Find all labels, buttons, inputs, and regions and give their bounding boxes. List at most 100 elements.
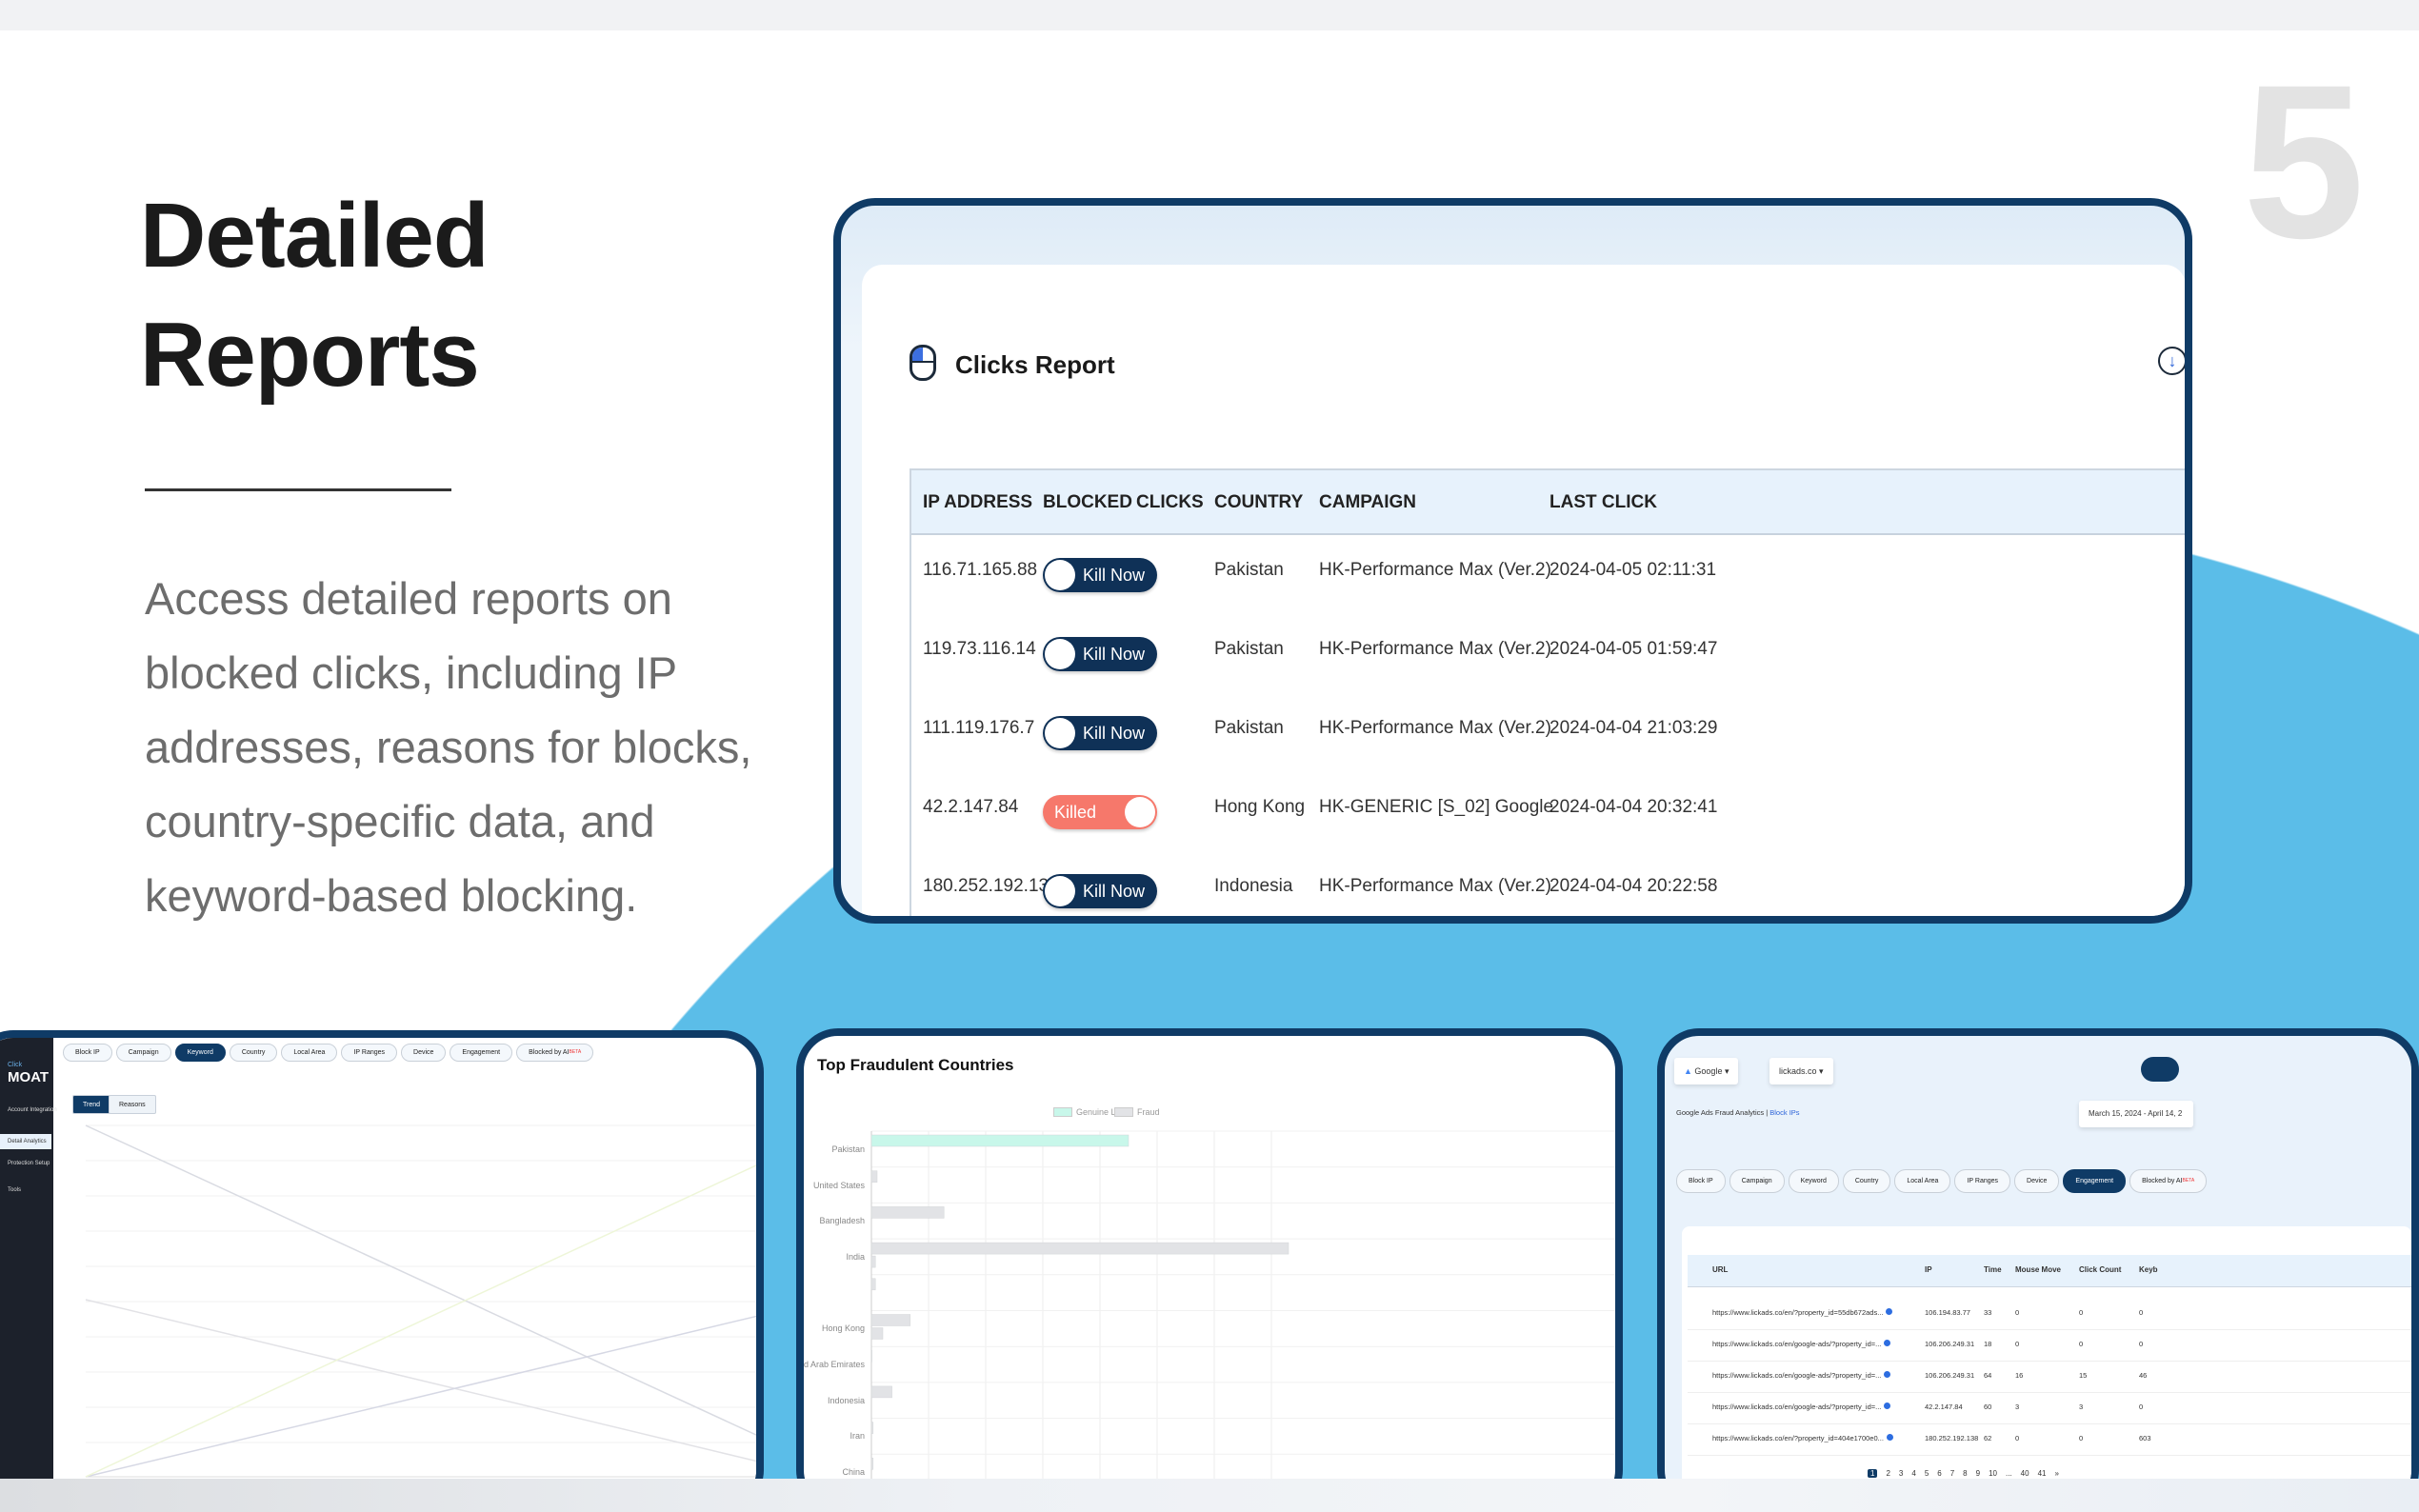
column-header[interactable]: URL xyxy=(1712,1265,1729,1274)
tab[interactable]: Country xyxy=(1842,1169,1891,1193)
bar-fraud xyxy=(870,1314,911,1326)
cell-campaign: HK-Performance Max (Ver.2) xyxy=(1319,876,1551,896)
page-link[interactable]: 5 xyxy=(1924,1469,1929,1478)
platform-dropdown[interactable]: ▲ Google ▾ xyxy=(1674,1058,1739,1084)
category-label: United States xyxy=(812,1180,865,1190)
sidebar-item[interactable]: Account Integration xyxy=(8,1107,57,1113)
column-header[interactable]: Time xyxy=(1984,1265,2002,1274)
tab[interactable]: IP Ranges xyxy=(1954,1169,2011,1193)
tab[interactable]: Country xyxy=(229,1044,278,1062)
page-link[interactable]: 7 xyxy=(1949,1469,1955,1478)
page-link[interactable]: 8 xyxy=(1963,1469,1968,1478)
sidebar-item[interactable]: Protection Setup xyxy=(8,1161,50,1166)
page-link[interactable]: 10 xyxy=(1989,1469,1997,1478)
pagination: 1 2 3 4 5 6 7 8 9 10... 40 41 » xyxy=(1868,1469,2059,1478)
column-header[interactable]: Mouse Move xyxy=(2015,1265,2062,1274)
tab[interactable]: Device xyxy=(401,1044,447,1062)
tab[interactable]: Keyword xyxy=(1788,1169,1839,1193)
tab[interactable]: Block IP xyxy=(63,1044,112,1062)
bar-secondary xyxy=(870,1255,876,1268)
page-link[interactable]: 2 xyxy=(1886,1469,1890,1478)
killed-toggle[interactable]: Killed xyxy=(1043,795,1157,829)
cell-time: 18 xyxy=(1984,1340,1991,1348)
table-row: 116.71.165.881PakistanHK-Performance Max… xyxy=(911,537,2185,616)
info-icon[interactable] xyxy=(1886,1308,1893,1315)
kill-now-toggle[interactable]: Kill Now xyxy=(1043,637,1157,671)
page-link[interactable]: 41 xyxy=(2037,1469,2047,1478)
kill-now-toggle[interactable]: Kill Now xyxy=(1043,558,1157,592)
cell-campaign: HK-GENERIC [S_02] Google xyxy=(1319,797,1554,817)
tab[interactable]: IP Ranges xyxy=(341,1044,398,1062)
column-header[interactable]: IP xyxy=(1925,1265,1932,1274)
sidebar-item[interactable]: Tools xyxy=(8,1187,22,1193)
tab[interactable]: Block IP xyxy=(1676,1169,1726,1193)
tab[interactable]: Engagement xyxy=(2063,1169,2127,1193)
tab[interactable]: Campaign xyxy=(115,1044,171,1062)
kill-now-toggle[interactable]: Kill Now xyxy=(1043,874,1157,908)
tab[interactable]: Blocked by AIBETA xyxy=(516,1044,594,1062)
column-header[interactable]: Keyb xyxy=(2139,1265,2158,1274)
cell-text: https://www.lickads.co/en/?property_id=5… xyxy=(1712,1308,1884,1317)
kill-now-toggle[interactable]: Kill Now xyxy=(1043,716,1157,750)
tab[interactable]: Blocked by AIBETA xyxy=(2129,1169,2208,1193)
page-link[interactable]: 40 xyxy=(2020,1469,2029,1478)
domain-dropdown[interactable]: lickads.co ▾ xyxy=(1769,1058,1833,1084)
account-button[interactable] xyxy=(2141,1057,2179,1082)
cell-keys: 603 xyxy=(2139,1434,2151,1442)
cell-keys: 0 xyxy=(2139,1308,2143,1317)
mouse-icon xyxy=(910,345,936,381)
logo: Click MOAT xyxy=(8,1062,50,1085)
info-icon[interactable] xyxy=(1884,1340,1891,1346)
column-header[interactable]: Click Count xyxy=(2079,1265,2122,1274)
view-reasons-button[interactable]: Reasons xyxy=(109,1095,156,1114)
info-icon[interactable] xyxy=(1884,1403,1891,1409)
category-label: Indonesia xyxy=(827,1395,865,1405)
cell-mouse: 16 xyxy=(2015,1371,2023,1380)
tab[interactable]: Engagement xyxy=(450,1044,513,1062)
trend-line xyxy=(85,1315,756,1478)
page-link[interactable]: ... xyxy=(2005,1469,2012,1478)
page-link[interactable]: 3 xyxy=(1898,1469,1904,1478)
cell-text: 16 xyxy=(2015,1371,2024,1380)
column-header[interactable]: IP ADDRESS xyxy=(923,492,1033,512)
column-header[interactable]: COUNTRY xyxy=(1214,492,1304,512)
column-header[interactable]: BLOCKED xyxy=(1043,492,1132,512)
category-label: Hong Kong xyxy=(821,1323,865,1334)
cell-ip: 42.2.147.84 xyxy=(1925,1403,1963,1411)
toggle-label: Killed xyxy=(1054,803,1097,822)
cell-text: 46 xyxy=(2139,1371,2148,1380)
column-header[interactable]: CAMPAIGN xyxy=(1319,492,1417,512)
page-link[interactable]: » xyxy=(2054,1469,2059,1478)
page-link[interactable]: 4 xyxy=(1911,1469,1916,1478)
block-ips-link[interactable]: Block IPs xyxy=(1769,1108,1800,1117)
category-label: India xyxy=(846,1251,865,1262)
cell-last-click: 2024-04-05 02:11:31 xyxy=(1549,560,1717,580)
legend-label: Genuine Lead xyxy=(1076,1107,1130,1117)
category-label: Bangladesh xyxy=(819,1216,865,1226)
trend-line xyxy=(85,1164,756,1478)
info-icon[interactable] xyxy=(1886,1434,1893,1441)
page-link[interactable]: 1 xyxy=(1868,1469,1878,1478)
cell-ip: 111.119.176.7 xyxy=(923,718,1035,738)
page-link[interactable]: 9 xyxy=(1975,1469,1981,1478)
tab[interactable]: Local Area xyxy=(281,1044,338,1062)
table-row: 180.252.192.1381IndonesiaHK-Performance … xyxy=(911,853,2185,916)
tab[interactable]: Local Area xyxy=(1894,1169,1951,1193)
page-link[interactable]: 6 xyxy=(1937,1469,1942,1478)
info-icon[interactable] xyxy=(1884,1371,1891,1378)
date-range-picker[interactable]: March 15, 2024 - April 14, 2 xyxy=(2079,1101,2193,1127)
cell-campaign: HK-Performance Max (Ver.2) xyxy=(1319,560,1551,580)
report-title: Clicks Report xyxy=(955,350,1115,379)
column-header[interactable]: LAST CLICK xyxy=(1549,492,1657,512)
download-icon[interactable]: ↓ xyxy=(2158,347,2185,375)
tab-label: IP Ranges xyxy=(353,1049,386,1056)
cell-ip: 42.2.147.84 xyxy=(923,797,1019,817)
tab[interactable]: Device xyxy=(2014,1169,2060,1193)
column-header[interactable]: CLICKS xyxy=(1136,492,1204,512)
tab-label: Engagement xyxy=(2075,1178,2114,1184)
toggle-label: Kill Now xyxy=(1083,724,1146,743)
tab[interactable]: Keyword xyxy=(174,1044,226,1062)
tab[interactable]: Campaign xyxy=(1729,1169,1785,1193)
cell-country: Hong Kong xyxy=(1214,797,1306,817)
sidebar-item[interactable]: Detail Analytics xyxy=(0,1134,51,1149)
